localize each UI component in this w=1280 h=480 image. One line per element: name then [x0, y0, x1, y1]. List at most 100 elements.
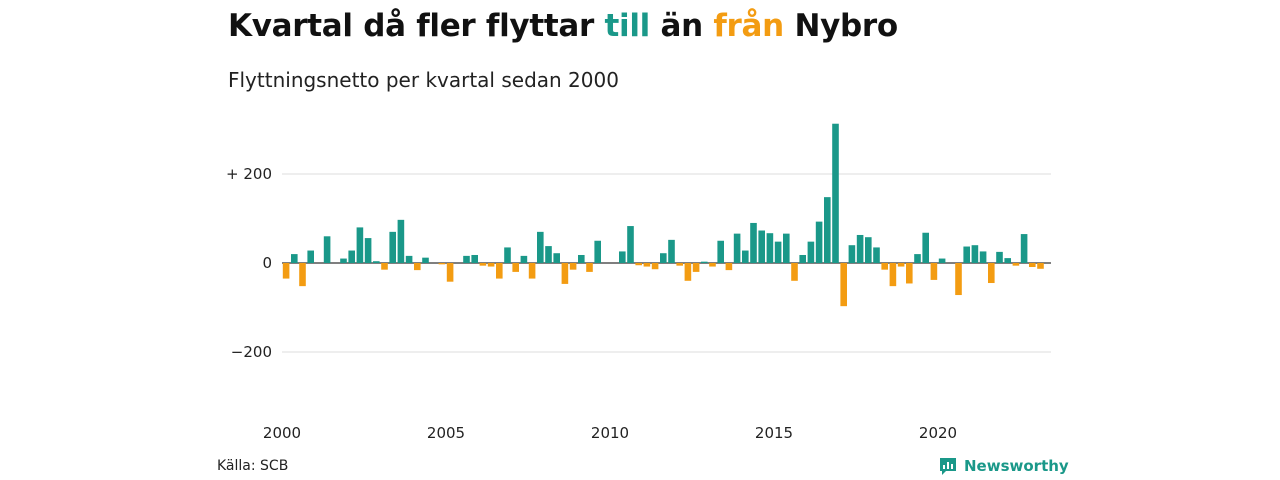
bar-2000K4 — [307, 250, 314, 263]
newsworthy-logo-icon — [940, 458, 956, 475]
bar-2010K4 — [635, 263, 642, 266]
bar-2015K3 — [791, 263, 798, 281]
bar-2007K3 — [528, 263, 536, 279]
title-part2: än — [660, 8, 703, 44]
bar-2015K4 — [799, 254, 806, 263]
bar-2000K2 — [291, 254, 298, 263]
bar-2010K3 — [627, 226, 634, 263]
bar-2003K3 — [397, 219, 405, 263]
bar-2022K1 — [1004, 258, 1011, 264]
bar-2022K3 — [1020, 234, 1028, 263]
bar-2004K4 — [438, 263, 446, 265]
bar-2018K1 — [873, 247, 880, 264]
bar-2006K4 — [504, 247, 511, 264]
bar-2011K3 — [660, 253, 667, 263]
bar-2002K1 — [348, 250, 355, 263]
bar-2003K2 — [389, 231, 396, 263]
bar-2002K4 — [373, 261, 380, 263]
bar-2011K2 — [651, 263, 659, 270]
bar-2012K3 — [692, 263, 700, 272]
bar-2022K2 — [1012, 263, 1020, 266]
source-note: Källa: SCB — [217, 458, 289, 474]
bar-2009K2 — [586, 263, 593, 272]
title-part3: Nybro — [794, 8, 898, 44]
bar-2016K4 — [832, 123, 839, 263]
title-fran: från — [713, 8, 784, 44]
bar-2004K1 — [414, 263, 421, 271]
bar-2019K1 — [906, 263, 913, 284]
bar-2020K1 — [938, 258, 946, 263]
bar-2021K3 — [988, 263, 995, 284]
bar-2016K3 — [824, 197, 831, 263]
bar-2016K1 — [807, 241, 815, 263]
bar-2011K4 — [668, 239, 675, 263]
bar-2011K1 — [643, 263, 651, 267]
title-till: till — [604, 8, 650, 44]
bar-2001K4 — [340, 258, 347, 263]
y-tick-label: −200 — [231, 343, 272, 361]
bar-2017K3 — [856, 234, 864, 264]
chart-subtitle: Flyttningsnetto per kvartal sedan 2000 — [228, 68, 619, 92]
bar-2020K3 — [955, 263, 962, 296]
bar-2007K2 — [520, 255, 528, 263]
bar-2021K2 — [979, 251, 987, 263]
brand-name: Newsworthy — [964, 457, 1069, 475]
bar-2013K2 — [717, 240, 724, 263]
bar-2022K4 — [1029, 263, 1036, 267]
bar-2018K3 — [889, 263, 897, 287]
bar-2001K2 — [323, 236, 331, 263]
bar-2014K1 — [742, 250, 749, 263]
bar-2003K4 — [405, 255, 413, 263]
bar-2000K3 — [299, 263, 306, 287]
bar-2021K1 — [971, 245, 979, 263]
title-part1: Kvartal då fler flyttar — [228, 8, 594, 44]
x-tick-label: 2015 — [755, 424, 793, 442]
bar-2006K3 — [496, 263, 503, 279]
bar-2004K2 — [422, 257, 429, 263]
bar-2019K4 — [930, 263, 938, 280]
bar-2008K4 — [569, 263, 577, 270]
bar-2015K1 — [774, 241, 782, 263]
x-tick-label: 2020 — [919, 424, 957, 442]
bar-2023K1 — [1037, 263, 1044, 269]
x-tick-label: 2005 — [427, 424, 465, 442]
bar-2005K1 — [446, 263, 454, 282]
bar-2017K4 — [865, 237, 872, 263]
bar-2005K4 — [471, 254, 478, 263]
bar-2012K2 — [684, 263, 692, 281]
x-tick-label: 2000 — [263, 424, 301, 442]
bar-2012K1 — [676, 263, 683, 266]
bar-2013K4 — [733, 233, 741, 263]
bar-2012K4 — [701, 261, 708, 263]
bar-2007K4 — [537, 231, 544, 263]
bar-2015K2 — [783, 233, 790, 263]
bar-2005K3 — [463, 255, 470, 263]
bar-2016K2 — [815, 221, 823, 263]
bar-2014K2 — [750, 222, 757, 263]
bar-2013K1 — [709, 263, 716, 267]
bar-2021K4 — [996, 251, 1003, 264]
bar-2002K3 — [364, 238, 372, 263]
bar-2000K1 — [282, 263, 290, 279]
bar-2008K3 — [561, 263, 569, 284]
chart-title: Kvartal då fler flyttar till än från Nyb… — [228, 8, 898, 44]
brand-logo[interactable]: Newsworthy — [938, 456, 1069, 476]
bar-2008K1 — [545, 246, 552, 263]
bar-2017K1 — [840, 263, 847, 307]
bar-2017K2 — [848, 245, 856, 263]
bar-2014K3 — [758, 230, 765, 263]
bar-2007K1 — [512, 263, 519, 272]
bar-2008K2 — [553, 253, 560, 263]
bar-2009K3 — [594, 240, 601, 263]
bar-2009K1 — [578, 254, 585, 263]
bar-2003K1 — [381, 263, 388, 270]
bar-2019K2 — [914, 254, 921, 263]
bar-2006K2 — [487, 263, 495, 267]
bar-2019K3 — [922, 232, 929, 263]
x-tick-label: 2010 — [591, 424, 629, 442]
bar-2018K4 — [897, 263, 905, 267]
bar-2020K4 — [963, 246, 970, 263]
bar-2018K2 — [881, 263, 888, 270]
y-tick-label: + 200 — [226, 165, 272, 183]
